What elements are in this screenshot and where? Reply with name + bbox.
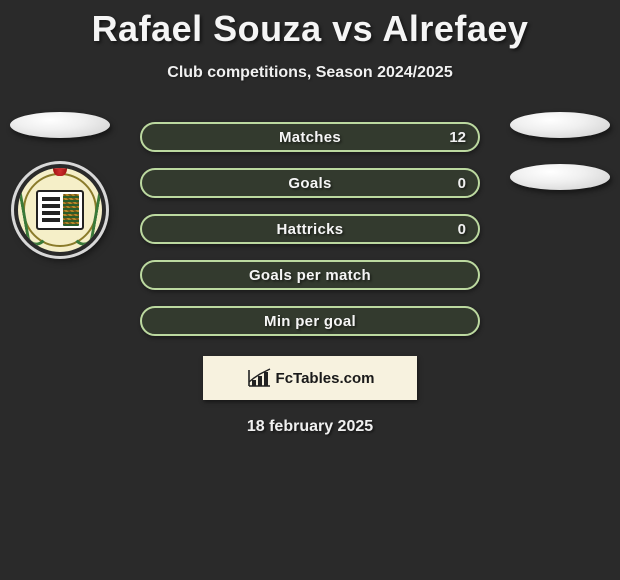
stat-right-value: 12 — [449, 129, 466, 146]
stat-row-goals-per-match: Goals per match — [140, 260, 480, 290]
player-left-column — [8, 112, 112, 256]
stat-label: Min per goal — [142, 313, 478, 330]
stat-row-min-per-goal: Min per goal — [140, 306, 480, 336]
stat-label: Goals — [142, 175, 478, 192]
stat-row-hattricks: Hattricks 0 — [140, 214, 480, 244]
stat-row-matches: Matches 12 — [140, 122, 480, 152]
player-right-oval-1 — [510, 112, 610, 138]
club-badge-left — [14, 164, 106, 256]
page-title: Rafael Souza vs Alrefaey — [0, 0, 620, 50]
stat-right-value: 0 — [458, 221, 466, 238]
page-subtitle: Club competitions, Season 2024/2025 — [0, 64, 620, 82]
chart-icon — [246, 368, 272, 388]
stat-row-goals: Goals 0 — [140, 168, 480, 198]
stat-label: Hattricks — [142, 221, 478, 238]
comparison-panel: Matches 12 Goals 0 Hattricks 0 Goals per… — [0, 122, 620, 336]
player-left-oval — [10, 112, 110, 138]
stat-label: Matches — [142, 129, 478, 146]
stats-list: Matches 12 Goals 0 Hattricks 0 Goals per… — [140, 122, 480, 336]
date-label: 18 february 2025 — [0, 418, 620, 436]
player-right-oval-2 — [510, 164, 610, 190]
stat-label: Goals per match — [142, 267, 478, 284]
player-right-column — [508, 112, 612, 216]
brand-label: FcTables.com — [276, 370, 375, 387]
stat-right-value: 0 — [458, 175, 466, 192]
brand-box[interactable]: FcTables.com — [203, 356, 417, 400]
